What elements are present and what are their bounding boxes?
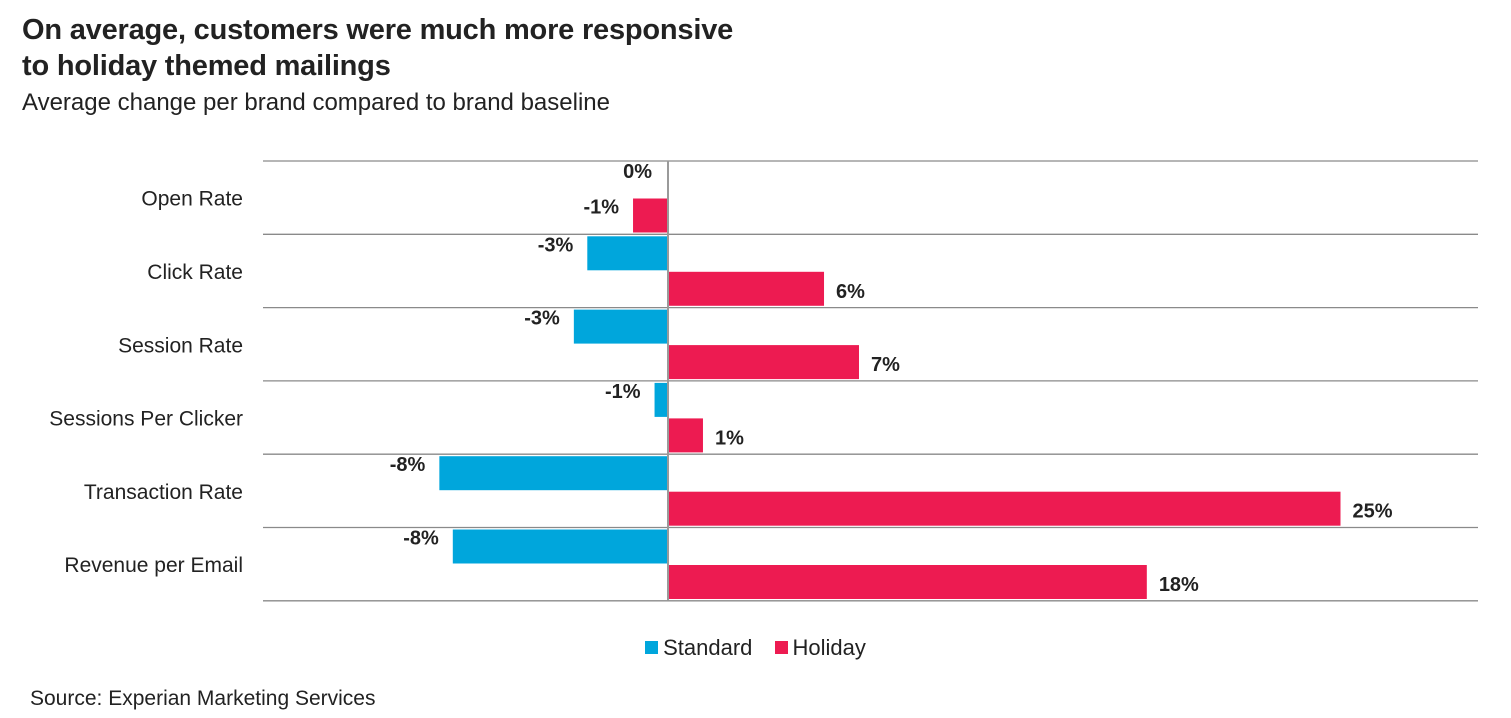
category-label-revenue-per-email: Revenue per Email xyxy=(64,554,243,577)
chart-title-line-2: to holiday themed mailings xyxy=(22,50,391,82)
chart-subtitle: Average change per brand compared to bra… xyxy=(22,89,610,116)
legend-item-standard: Standard xyxy=(645,635,752,661)
category-label-session-rate: Session Rate xyxy=(118,334,243,357)
data-label-holiday-click-rate: 6% xyxy=(836,281,865,303)
data-label-holiday-transaction-rate: 25% xyxy=(1353,501,1393,523)
category-label-click-rate: Click Rate xyxy=(147,261,243,284)
bar-standard-session-rate xyxy=(573,309,668,344)
data-label-standard-click-rate: -3% xyxy=(538,234,574,256)
bar-holiday-session-rate xyxy=(668,345,859,380)
category-label-open-rate: Open Rate xyxy=(141,188,243,211)
legend-swatch-standard xyxy=(645,641,659,654)
bar-standard-click-rate xyxy=(587,236,668,271)
legend-label-holiday: Holiday xyxy=(792,634,866,660)
bar-standard-revenue-per-email xyxy=(452,529,668,564)
data-label-standard-open-rate: 0% xyxy=(623,161,652,183)
chart-title: On average, customers were much more res… xyxy=(22,12,922,84)
legend-swatch-holiday xyxy=(774,641,788,654)
source-note: Source: Experian Marketing Services xyxy=(30,687,376,710)
bar-holiday-sessions-per-clicker xyxy=(668,418,703,453)
data-label-standard-transaction-rate: -8% xyxy=(390,454,426,476)
legend-label-standard: Standard xyxy=(663,634,753,660)
data-label-holiday-open-rate: -1% xyxy=(583,197,619,219)
legend-item-holiday: Holiday xyxy=(774,634,866,661)
bar-standard-sessions-per-clicker xyxy=(654,382,668,417)
data-label-holiday-session-rate: 7% xyxy=(871,354,900,376)
category-label-transaction-rate: Transaction Rate xyxy=(84,481,243,504)
data-label-standard-sessions-per-clicker: -1% xyxy=(605,381,641,403)
bar-standard-transaction-rate xyxy=(439,456,668,491)
data-label-standard-session-rate: -3% xyxy=(524,308,560,330)
data-label-holiday-sessions-per-clicker: 1% xyxy=(715,427,744,449)
data-label-standard-revenue-per-email: -8% xyxy=(403,528,439,550)
legend: Standard Holiday xyxy=(0,634,1511,661)
bar-holiday-revenue-per-email xyxy=(668,565,1147,599)
bar-holiday-click-rate xyxy=(668,271,825,306)
bar-holiday-transaction-rate xyxy=(668,491,1341,526)
data-label-holiday-revenue-per-email: 18% xyxy=(1159,574,1199,596)
chart-title-line-1: On average, customers were much more res… xyxy=(22,14,734,46)
bar-holiday-open-rate xyxy=(633,198,668,233)
category-label-sessions-per-clicker: Sessions Per Clicker xyxy=(49,408,243,431)
